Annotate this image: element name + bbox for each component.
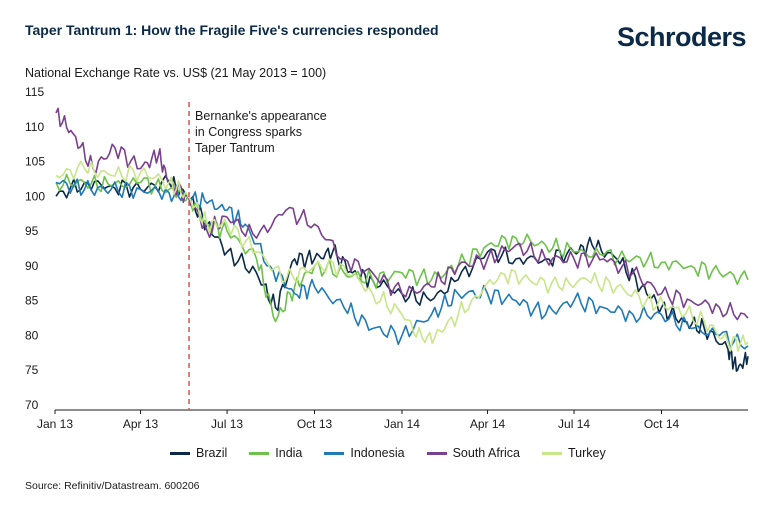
x-tick-label: Jul 13 — [211, 417, 243, 431]
chart-title: Taper Tantrum 1: How the Fragile Five's … — [25, 22, 439, 38]
x-tick-label: Apr 14 — [470, 417, 506, 431]
y-tick-label: 90 — [25, 259, 39, 273]
series-line-india — [55, 173, 749, 323]
y-axis: 115 110 105 100 95 90 85 80 75 70 — [25, 85, 45, 412]
legend-label: Brazil — [196, 446, 228, 460]
annotation-line-1: Bernanke's appearance — [195, 109, 327, 123]
legend-swatch — [426, 451, 447, 455]
x-tick-label: Apr 13 — [123, 417, 159, 431]
annotation-text: Bernanke's appearance in Congress sparks T… — [195, 109, 327, 155]
legend-label: South Africa — [452, 446, 520, 460]
y-tick-label: 85 — [25, 294, 39, 308]
y-tick-label: 70 — [25, 398, 39, 412]
series-group — [55, 107, 749, 372]
legend-label: Indonesia — [350, 446, 405, 460]
legend-swatch — [170, 451, 190, 455]
y-tick-label: 80 — [25, 328, 39, 342]
legend-label: India — [275, 446, 303, 460]
schroders-logo: Schroders — [616, 22, 747, 52]
annotation-line-3: Taper Tantrum — [195, 141, 275, 155]
legend-item-indonesia: Indonesia — [324, 446, 405, 460]
y-tick-label: 100 — [25, 189, 45, 203]
legend-swatch — [542, 451, 562, 455]
x-tick-label: Jan 14 — [384, 417, 420, 431]
legend-item-brazil: Brazil — [170, 446, 227, 460]
series-line-indonesia — [55, 178, 749, 350]
legend-item-south-africa: South Africa — [426, 446, 520, 460]
y-tick-label: 95 — [25, 224, 39, 238]
legend: Brazil India Indonesia South Africa Turkey — [170, 446, 606, 460]
legend-swatch — [249, 451, 270, 455]
legend-label: Turkey — [568, 446, 606, 460]
series-line-turkey — [55, 160, 749, 352]
y-tick-label: 105 — [25, 155, 45, 169]
y-tick-label: 75 — [25, 363, 39, 377]
series-line-south-africa — [55, 107, 749, 321]
x-tick-label: Oct 13 — [297, 417, 333, 431]
x-axis: Jan 13 Apr 13 Jul 13 Oct 13 Jan 14 Apr 14 Jul … — [37, 410, 680, 431]
chart-subtitle: National Exchange Rate vs. US$ (21 May 2… — [25, 66, 327, 80]
legend-item-turkey: Turkey — [542, 446, 606, 460]
y-tick-label: 115 — [25, 85, 44, 99]
x-tick-label: Jan 13 — [37, 417, 73, 431]
y-tick-label: 110 — [25, 120, 44, 134]
legend-item-india: India — [249, 446, 302, 460]
x-tick-label: Oct 14 — [644, 417, 680, 431]
annotation-line-2: in Congress sparks — [195, 125, 302, 139]
x-tick-label: Jul 14 — [558, 417, 590, 431]
legend-swatch — [324, 451, 345, 455]
source-note: Source: Refinitiv/Datastream. 600206 — [25, 480, 200, 492]
